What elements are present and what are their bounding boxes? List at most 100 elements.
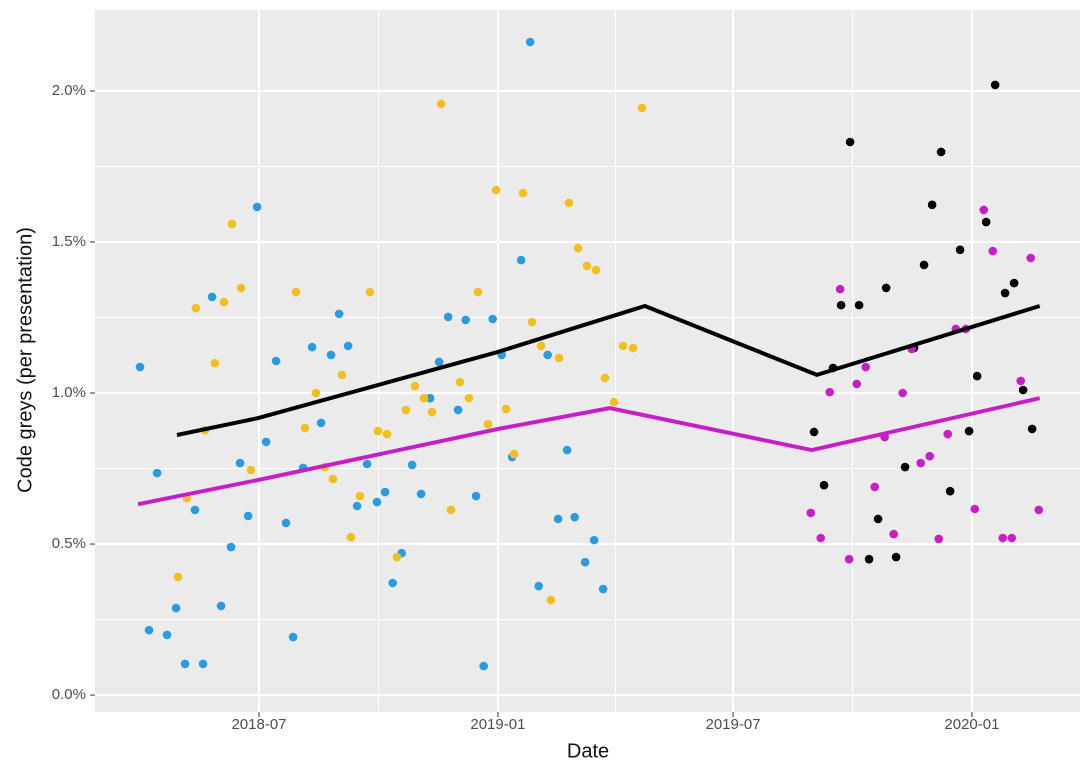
point bbox=[580, 557, 590, 567]
point bbox=[988, 246, 998, 256]
plot-background bbox=[95, 10, 1080, 712]
point bbox=[410, 381, 420, 391]
point bbox=[252, 202, 262, 212]
point bbox=[525, 37, 535, 47]
point bbox=[227, 219, 237, 229]
point bbox=[1027, 424, 1037, 434]
point bbox=[553, 514, 563, 524]
y-tick-label: 1.5% bbox=[52, 233, 86, 250]
point bbox=[210, 358, 220, 368]
y-tick-label: 1.0% bbox=[52, 384, 86, 401]
point bbox=[446, 505, 456, 515]
point bbox=[809, 427, 819, 437]
point bbox=[144, 625, 154, 635]
point bbox=[516, 255, 526, 265]
point bbox=[236, 283, 246, 293]
point bbox=[998, 533, 1008, 543]
x-tick-label: 2020-01 bbox=[944, 716, 999, 733]
point bbox=[891, 552, 901, 562]
point bbox=[419, 393, 429, 403]
point bbox=[934, 534, 944, 544]
point bbox=[135, 362, 145, 372]
point bbox=[453, 405, 463, 415]
point bbox=[618, 341, 628, 351]
point bbox=[190, 505, 200, 515]
point bbox=[927, 200, 937, 210]
point bbox=[509, 449, 519, 459]
point bbox=[936, 147, 946, 157]
point bbox=[1007, 533, 1017, 543]
point bbox=[534, 581, 543, 591]
point bbox=[337, 370, 347, 380]
point bbox=[819, 480, 829, 490]
point bbox=[925, 451, 935, 461]
point bbox=[491, 185, 501, 195]
point bbox=[219, 297, 229, 307]
x-tick-label: 2018-07 bbox=[231, 716, 286, 733]
point bbox=[598, 584, 608, 594]
point bbox=[281, 518, 291, 528]
point bbox=[392, 552, 402, 562]
point bbox=[945, 486, 955, 496]
point bbox=[919, 260, 929, 270]
point bbox=[854, 300, 864, 310]
point bbox=[990, 80, 1000, 90]
point bbox=[600, 373, 610, 383]
point bbox=[288, 632, 298, 642]
point bbox=[1026, 253, 1036, 263]
point bbox=[471, 491, 481, 501]
point bbox=[271, 356, 281, 366]
point bbox=[562, 445, 572, 455]
point bbox=[191, 303, 201, 313]
point bbox=[171, 603, 181, 613]
point bbox=[434, 357, 444, 367]
point bbox=[443, 312, 453, 322]
point bbox=[380, 487, 390, 497]
point bbox=[365, 287, 375, 297]
point bbox=[943, 429, 953, 439]
point bbox=[326, 350, 336, 360]
point bbox=[207, 292, 217, 302]
point bbox=[844, 554, 854, 564]
point bbox=[972, 371, 982, 381]
grid bbox=[95, 10, 1080, 712]
point bbox=[346, 532, 356, 542]
point bbox=[328, 474, 338, 484]
point bbox=[382, 429, 392, 439]
y-axis-title: Code greys (per presentation) bbox=[14, 227, 36, 493]
point bbox=[235, 458, 245, 468]
point bbox=[372, 497, 382, 507]
point bbox=[870, 482, 880, 492]
point bbox=[501, 404, 511, 414]
point bbox=[964, 426, 974, 436]
point bbox=[343, 341, 353, 351]
point bbox=[835, 284, 845, 294]
point bbox=[546, 595, 556, 605]
point bbox=[543, 350, 552, 360]
point bbox=[873, 514, 883, 524]
point bbox=[573, 243, 583, 253]
point bbox=[900, 462, 910, 472]
point bbox=[162, 630, 172, 640]
point bbox=[898, 388, 908, 398]
point bbox=[527, 317, 537, 327]
point bbox=[488, 314, 497, 324]
point bbox=[464, 393, 474, 403]
point bbox=[355, 491, 365, 501]
point bbox=[483, 419, 493, 429]
point bbox=[427, 407, 437, 417]
point bbox=[637, 103, 647, 113]
x-tick-label: 2019-01 bbox=[470, 716, 525, 733]
point bbox=[1016, 376, 1026, 386]
point bbox=[311, 388, 321, 398]
point bbox=[180, 659, 190, 669]
point bbox=[1009, 278, 1019, 288]
point bbox=[373, 426, 383, 436]
point bbox=[628, 343, 638, 353]
point bbox=[970, 504, 980, 514]
point bbox=[536, 341, 546, 351]
point bbox=[979, 205, 989, 215]
point bbox=[261, 437, 271, 447]
point bbox=[216, 601, 226, 611]
